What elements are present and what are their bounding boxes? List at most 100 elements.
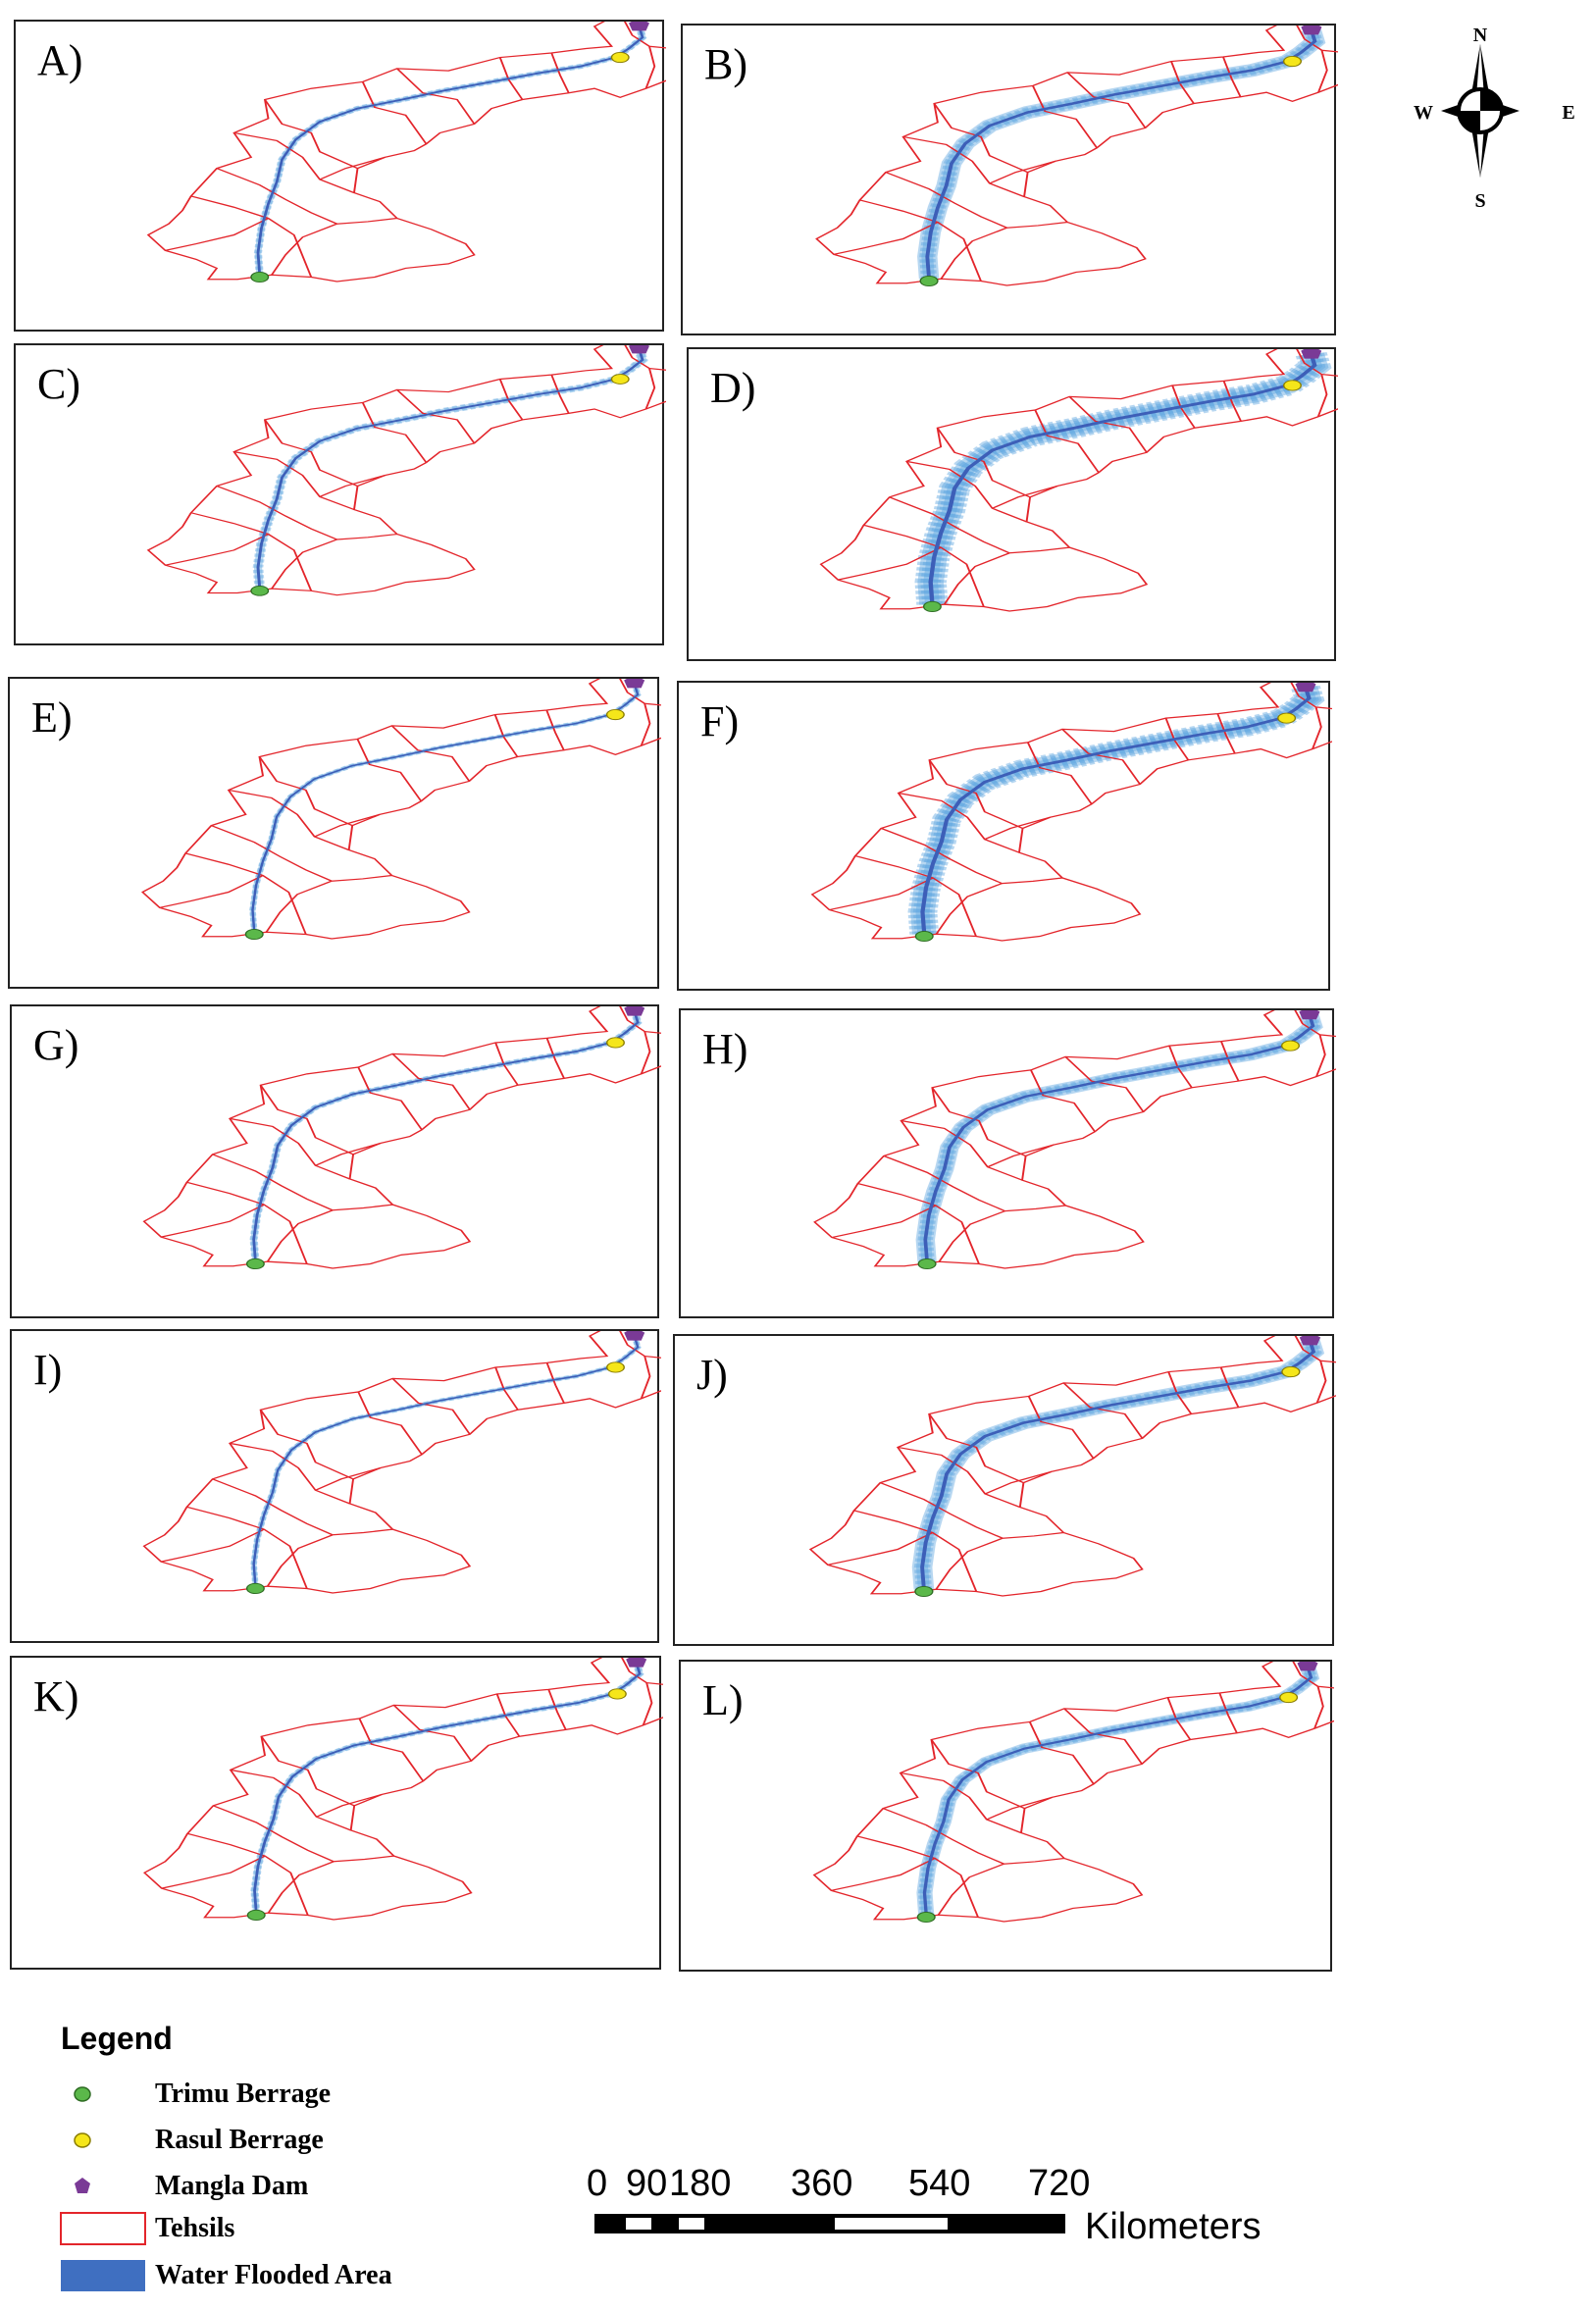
tehsil-boundary <box>494 1366 519 1411</box>
tehsil-boundary <box>494 1042 519 1086</box>
tehsil-boundary <box>259 1084 354 1155</box>
tehsil-boundary <box>1034 409 1100 474</box>
tehsil-boundary <box>591 1662 610 1683</box>
legend-item-tehsils: Tehsils <box>57 2209 606 2248</box>
tehsil-boundary <box>228 789 350 851</box>
scale-tick-0: 0 <box>587 2163 608 2204</box>
tehsil-boundary <box>1026 742 1093 805</box>
tehsil-boundary <box>1315 1034 1326 1077</box>
district-map <box>140 679 661 941</box>
tehsil-boundary <box>854 854 977 937</box>
tehsil-boundary <box>589 1335 608 1357</box>
mangla-dam-marker <box>1301 26 1322 35</box>
tehsil-boundary <box>190 512 313 591</box>
scale-unit: Kilometers <box>1085 2206 1261 2247</box>
scale-tick-90: 90 <box>626 2163 668 2204</box>
tehsil-boundary <box>935 883 1003 935</box>
tehsil-boundary <box>989 160 1056 184</box>
rasul-barrage-marker <box>605 709 625 721</box>
trimu-barrage-marker <box>916 1911 936 1924</box>
trimu-barrage-marker <box>245 1258 265 1270</box>
panel-label: K) <box>33 1672 79 1720</box>
panel-label: A) <box>37 36 83 84</box>
tehsil-boundary <box>883 1155 1005 1212</box>
tehsil-boundary <box>142 1006 661 1269</box>
scale-tick-720: 720 <box>1028 2163 1091 2204</box>
tehsil-boundary <box>813 1010 1336 1269</box>
tehsil-boundary <box>987 1144 1055 1168</box>
tehsil-boundary <box>938 1210 1005 1262</box>
map-panel-l: L) <box>679 1660 1334 1972</box>
tehsil-boundary <box>829 877 934 911</box>
legend-title: Legend <box>61 2021 173 2056</box>
mangla-dam-marker <box>624 679 645 689</box>
tehsil-boundary <box>815 26 1338 286</box>
scale-bar: 0 90 180 360 540 720 Kilometers <box>587 2163 1332 2271</box>
tehsil-boundary <box>1029 1069 1097 1133</box>
tehsil-boundary <box>619 679 661 706</box>
tehsil-boundary <box>1260 687 1279 708</box>
rasul-barrage-marker <box>606 1037 625 1049</box>
trimu-barrage-marker <box>922 600 942 613</box>
tehsil-boundary <box>271 539 337 590</box>
tehsil-boundary <box>931 1087 1027 1156</box>
tehsil-boundary <box>1261 1666 1281 1687</box>
tehsil-boundary <box>1028 1721 1095 1785</box>
tehsil-boundary <box>395 389 476 444</box>
mangla-dam-marker <box>1295 683 1316 693</box>
tehsil-boundary <box>1031 85 1099 149</box>
tehsil-boundary <box>550 52 570 93</box>
tehsil-boundary <box>1263 1014 1283 1036</box>
scale-bar-graphic <box>594 2214 1065 2233</box>
tehsil-boundary <box>589 683 608 704</box>
trimu-barrage-marker <box>919 275 939 287</box>
tehsil-boundary <box>992 485 1058 509</box>
tehsil-boundary <box>1290 683 1332 710</box>
tehsil-boundary <box>258 756 353 827</box>
tehsil-boundary <box>1263 1340 1283 1361</box>
tehsil-boundary <box>161 1855 266 1889</box>
tehsil-boundary <box>902 135 1025 198</box>
tehsil-boundary <box>1219 1366 1240 1408</box>
tehsil-boundary <box>1292 1662 1334 1689</box>
north-arrow-compass: N S W E <box>1378 25 1584 212</box>
tehsil-boundary <box>1063 1708 1143 1765</box>
district-map <box>142 1658 663 1922</box>
tehsil-boundary <box>827 1532 934 1566</box>
tehsil-boundary <box>935 1537 1004 1590</box>
mangla-dam-marker <box>1297 1662 1318 1671</box>
tehsil-boundary <box>1027 1396 1095 1460</box>
tehsil-boundary <box>266 1534 334 1587</box>
tehsil-boundary <box>356 739 423 802</box>
tehsil-boundary <box>358 1718 425 1782</box>
panel-label: L) <box>702 1676 744 1724</box>
rasul-barrage-marker <box>1282 56 1303 68</box>
map-panel-c: C) <box>14 343 666 645</box>
tehsil-boundary <box>831 1205 937 1239</box>
district-map <box>812 1662 1334 1924</box>
mangla-dam-marker <box>1299 1010 1320 1020</box>
rasul-barrage-marker <box>606 1361 625 1373</box>
tehsil-boundary <box>146 22 666 282</box>
tehsil-boundary <box>1265 353 1285 375</box>
tehsil-boundary <box>390 725 471 782</box>
tehsil-boundary <box>1006 221 1068 229</box>
tehsil-boundary <box>316 1793 383 1818</box>
tehsil-boundary <box>885 172 1007 229</box>
tehsil-boundary <box>495 1693 521 1737</box>
tehsil-boundary <box>593 26 613 47</box>
tehsil-boundary <box>905 460 1028 523</box>
tehsil-boundary <box>1068 395 1148 453</box>
tehsil-boundary <box>897 1446 1021 1509</box>
tehsil-boundary <box>392 1704 473 1762</box>
tehsil-boundary <box>142 1331 661 1594</box>
district-map <box>819 349 1338 613</box>
tehsil-boundary <box>357 1391 423 1456</box>
tehsil-boundary <box>1061 729 1141 785</box>
tehsil-boundary <box>315 1142 382 1166</box>
red-outline-box-icon <box>60 2212 146 2245</box>
tehsil-boundary <box>140 679 661 940</box>
tehsil-boundary <box>1004 1857 1065 1865</box>
tehsil-boundary <box>937 1863 1004 1916</box>
tehsil-boundary <box>589 1010 608 1032</box>
